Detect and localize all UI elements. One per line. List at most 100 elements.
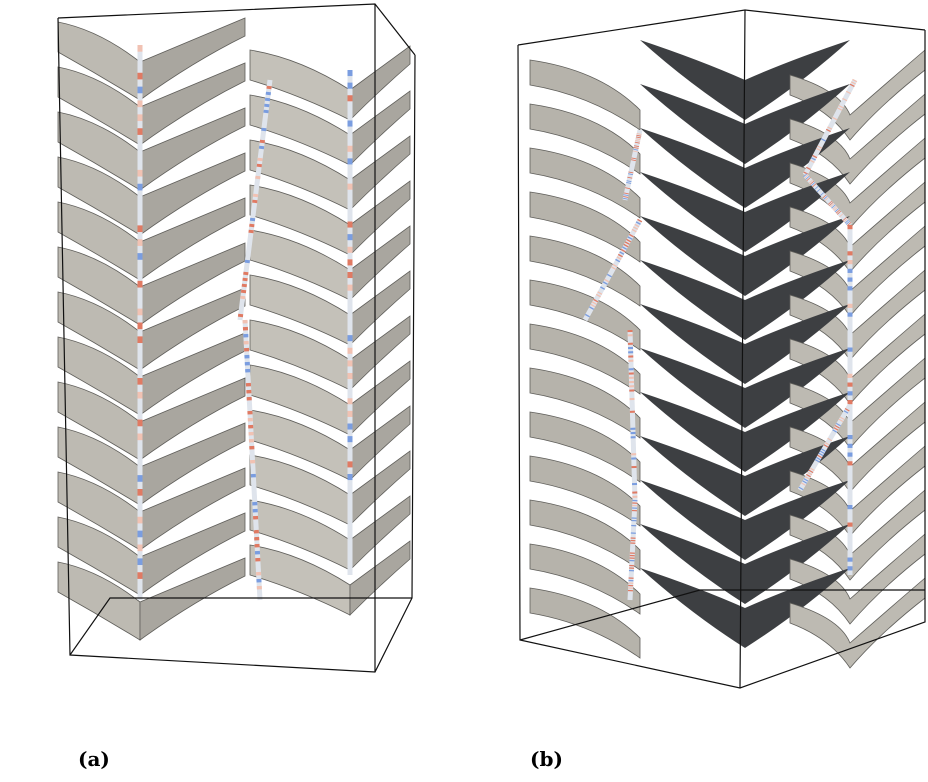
streamline-segment — [637, 225, 638, 226]
streamline-segment — [830, 203, 831, 204]
streamline-segment — [639, 220, 640, 221]
streamline-segment — [847, 221, 848, 222]
streamline-segment — [609, 275, 610, 276]
streamline-segment — [605, 283, 606, 284]
streamline-segment — [801, 488, 802, 489]
streamline-segment — [807, 477, 808, 478]
streamline-segment — [627, 243, 628, 244]
streamline-segment — [806, 479, 807, 480]
streamline-segment — [606, 280, 607, 281]
streamline-segment — [624, 248, 625, 249]
streamline-segment — [844, 219, 845, 220]
streamline-segment — [827, 443, 828, 444]
streamline-segment — [826, 445, 827, 446]
streamline-segment — [826, 199, 827, 200]
streamline-segment — [849, 224, 850, 225]
streamline-segment — [599, 293, 600, 294]
streamline-segment — [839, 109, 840, 110]
streamline-segment — [818, 149, 819, 150]
streamline-segment — [630, 238, 631, 239]
streamline-segment — [846, 220, 847, 221]
streamline-segment — [825, 198, 826, 199]
streamline-segment — [829, 128, 830, 129]
panel-a-render — [58, 18, 410, 640]
streamline-segment — [806, 176, 807, 177]
streamline-segment — [811, 471, 812, 472]
streamline-segment — [848, 223, 849, 224]
streamline-segment — [848, 92, 849, 93]
panel-label: (a) — [78, 747, 110, 771]
streamline-segment — [824, 196, 825, 197]
streamline-segment — [619, 258, 620, 259]
streamline-segment — [617, 260, 618, 261]
streamline-segment — [591, 308, 592, 309]
streamline-segment — [819, 147, 820, 148]
streamline-segment — [587, 315, 588, 316]
streamline-segment — [823, 139, 824, 140]
streamline-segment — [834, 118, 835, 119]
streamline-segment — [841, 215, 842, 216]
streamline-segment — [817, 460, 818, 461]
streamline-segment — [841, 420, 842, 421]
streamline-segment — [598, 295, 599, 296]
streamline-segment — [822, 194, 823, 195]
streamline-segment — [620, 255, 621, 256]
streamline-segment — [839, 213, 840, 214]
panel-label: (b) — [530, 747, 563, 771]
streamline-segment — [847, 409, 848, 410]
streamline-segment — [812, 469, 813, 470]
streamline-segment — [829, 439, 830, 440]
streamline-segment — [812, 161, 813, 162]
streamline-segment — [615, 265, 616, 266]
streamline-segment — [805, 175, 806, 176]
streamline-segment — [837, 210, 838, 211]
streamline-segment — [804, 482, 805, 483]
streamline-segment — [593, 305, 594, 306]
streamline-segment — [838, 424, 839, 425]
streamline-segment — [595, 300, 596, 301]
streamline-segment — [813, 184, 814, 185]
streamline-segment — [806, 173, 807, 174]
streamline-segment — [808, 179, 809, 180]
streamline-segment — [819, 190, 820, 191]
streamline-segment — [808, 475, 809, 476]
streamline-segment — [818, 458, 819, 459]
streamline-segment — [594, 303, 595, 304]
streamline-segment — [834, 208, 835, 209]
streamline-segment — [602, 288, 603, 289]
streamline-segment — [814, 156, 815, 157]
streamline-segment — [852, 85, 853, 86]
streamline-segment — [813, 158, 814, 159]
streamline-segment — [833, 206, 834, 207]
streamline-segment — [846, 411, 847, 412]
streamline-segment — [634, 230, 635, 231]
streamline-segment — [623, 250, 624, 251]
streamline-segment — [626, 245, 627, 246]
streamline-segment — [853, 82, 854, 83]
streamline-segment — [812, 183, 813, 184]
streamline-segment — [832, 205, 833, 206]
streamline-segment — [807, 178, 808, 179]
streamline-segment — [613, 268, 614, 269]
streamline-segment — [638, 223, 639, 224]
figure: (a) (b) — [0, 0, 928, 782]
streamline-segment — [835, 209, 836, 210]
streamline-segment — [821, 454, 822, 455]
streamline-segment — [828, 130, 829, 131]
streamline-segment — [808, 168, 809, 169]
streamline-segment — [822, 452, 823, 453]
streamline-segment — [837, 426, 838, 427]
streamline-segment — [841, 106, 842, 107]
streamline-segment — [842, 418, 843, 419]
streamline-segment — [635, 228, 636, 229]
streamline-segment — [834, 431, 835, 432]
streamline-segment — [631, 235, 632, 236]
streamline-segment — [628, 240, 629, 241]
streamline-segment — [809, 473, 810, 474]
streamline-segment — [621, 253, 622, 254]
streamline-segment — [816, 188, 817, 189]
streamline-segment — [823, 450, 824, 451]
streamline-segment — [836, 428, 837, 429]
streamline-segment — [838, 211, 839, 212]
panel-b-render — [530, 40, 925, 668]
